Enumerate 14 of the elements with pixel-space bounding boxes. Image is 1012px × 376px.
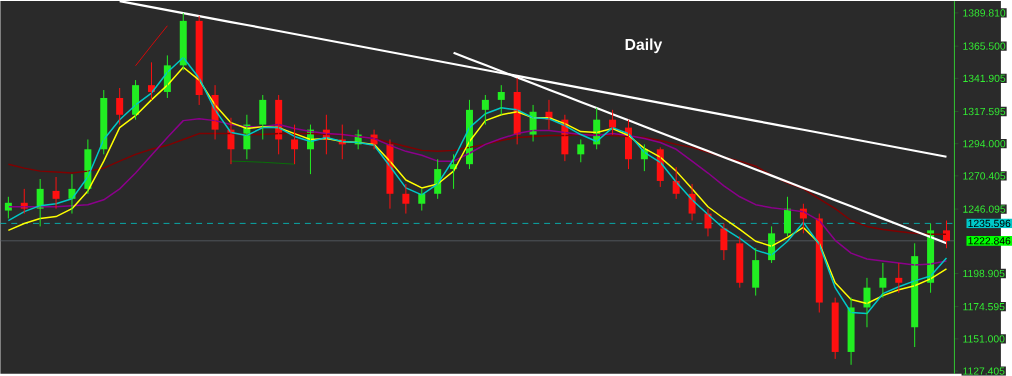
y-tick-label: 1127.405 xyxy=(963,367,1005,375)
y-tick-label: 1151.000 xyxy=(963,335,1005,343)
y-tick-label: 1294.000 xyxy=(963,140,1006,148)
y-tick-label: 1341.905 xyxy=(963,74,1006,83)
y-tick-label: 1389.810 xyxy=(963,9,1006,17)
y-tick-label: 1174.595 xyxy=(963,303,1005,311)
y-tick-label: 1246.095 xyxy=(963,205,1006,213)
ref-line-label: 1222.846 xyxy=(968,237,1011,245)
y-tick-label: 1270.405 xyxy=(963,172,1006,180)
ref-line-label: 1235.596 xyxy=(968,219,1011,228)
y-tick-label: 1317.595 xyxy=(963,107,1006,116)
text: Daily xyxy=(625,38,663,54)
y-tick-label: 1365.500 xyxy=(963,42,1006,50)
y-tick-label: 1198.905 xyxy=(963,269,1005,278)
